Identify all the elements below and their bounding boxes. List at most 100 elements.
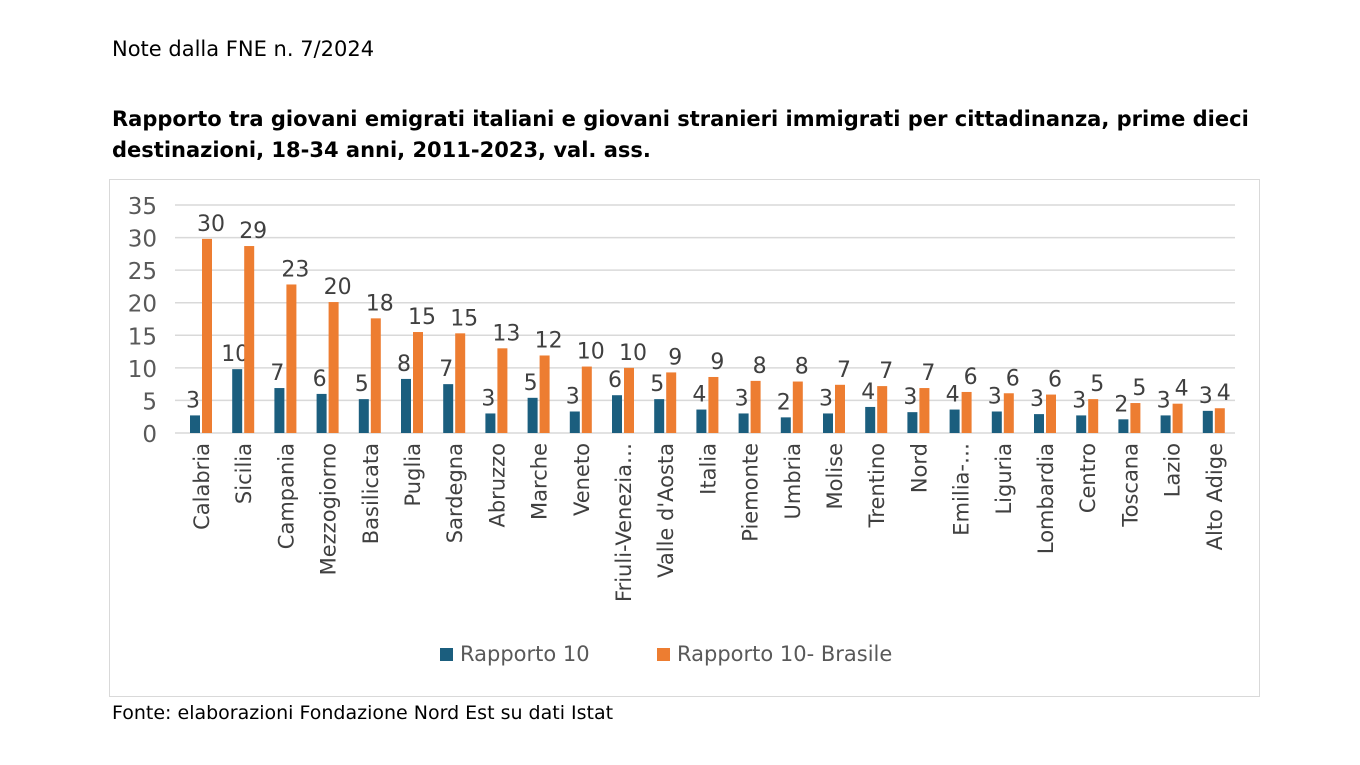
legend-swatch (657, 648, 670, 661)
bar-rapporto-10 (696, 409, 707, 433)
x-tick-label: Sicilia (232, 443, 256, 504)
bar-rapporto-10-brasile (328, 302, 339, 433)
note-header: Note dalla FNE n. 7/2024 (112, 37, 375, 61)
bar-rapporto-10 (232, 369, 243, 433)
x-tick-label: Molise (823, 443, 847, 510)
bar-rapporto-10-brasile (497, 348, 508, 433)
bar-rapporto-10-brasile (1046, 394, 1056, 433)
data-label: 9 (710, 350, 724, 375)
data-label: 7 (921, 361, 935, 386)
bar-rapporto-10-brasile (961, 391, 972, 433)
bar-rapporto-10 (991, 411, 1002, 433)
bar-rapporto-10 (949, 409, 960, 433)
bar-rapporto-10 (1034, 414, 1044, 433)
bar-rapporto-10-brasile (708, 376, 719, 433)
x-tick-label: Piemonte (739, 443, 763, 542)
data-label: 2 (777, 390, 791, 415)
bar-rapporto-10-brasile (455, 333, 466, 433)
data-label: 4 (1217, 381, 1231, 406)
data-label: 30 (197, 212, 225, 237)
data-label: 8 (795, 355, 809, 380)
x-tick-label: Nord (907, 443, 931, 493)
x-tick-label: Umbria (781, 443, 805, 520)
y-tick-label: 0 (142, 422, 157, 448)
data-label: 7 (439, 357, 453, 382)
y-tick-label: 5 (142, 389, 157, 415)
x-tick-label: Toscana (1118, 443, 1142, 528)
bar-rapporto-10 (274, 388, 285, 433)
x-tick-label: Emilia-… (950, 443, 974, 536)
y-tick-label: 25 (128, 259, 157, 285)
y-tick-label: 15 (128, 324, 157, 350)
data-label: 18 (366, 291, 394, 316)
legend-label: Rapporto 10- Brasile (677, 642, 892, 666)
x-tick-label: Calabria (190, 443, 214, 530)
y-tick-label: 20 (128, 292, 157, 318)
chart-frame (109, 179, 1260, 697)
bar-rapporto-10-brasile (413, 332, 423, 433)
x-tick-label: Marche (528, 443, 552, 520)
bar-rapporto-10 (1160, 415, 1171, 433)
data-label: 4 (692, 383, 706, 408)
bar-rapporto-10-brasile (792, 381, 803, 433)
bar-rapporto-10 (1118, 419, 1129, 433)
bar-rapporto-10 (1076, 415, 1087, 433)
x-tick-label: Trentino (865, 443, 889, 528)
x-tick-label: Sardegna (443, 443, 467, 543)
data-label: 7 (270, 361, 284, 386)
bar-rapporto-10-brasile (624, 367, 634, 433)
x-tick-label: Italia (696, 443, 720, 495)
bar-rapporto-10-brasile (750, 380, 761, 433)
bar-rapporto-10-brasile (919, 388, 930, 433)
y-tick-label: 35 (128, 194, 157, 220)
data-label: 6 (313, 367, 327, 392)
x-tick-label: Valle d'Aosta (654, 443, 678, 578)
bar-rapporto-10 (401, 378, 411, 433)
x-tick-label: Puglia (401, 443, 425, 506)
y-tick-label: 30 (128, 227, 157, 253)
data-label: 4 (861, 380, 875, 405)
data-label: 5 (1090, 372, 1104, 397)
data-label: 13 (492, 321, 520, 346)
data-label: 6 (964, 365, 978, 390)
bar-rapporto-10-brasile (877, 386, 888, 433)
data-label: 6 (1048, 368, 1062, 393)
bar-rapporto-10-brasile (539, 355, 550, 433)
bar-rapporto-10-brasile (1003, 393, 1014, 433)
data-label: 3 (1199, 384, 1213, 409)
data-label: 3 (735, 386, 749, 411)
bar-rapporto-10 (654, 399, 665, 433)
bar-rapporto-10-brasile (286, 284, 297, 433)
data-label: 3 (819, 386, 833, 411)
x-tick-label: Mezzogiorno (317, 443, 341, 575)
legend-label: Rapporto 10 (460, 642, 590, 666)
bar-rapporto-10-brasile (581, 366, 592, 433)
data-label: 2 (1114, 392, 1128, 417)
data-label: 12 (535, 328, 563, 353)
data-label: 4 (946, 383, 960, 408)
bar-rapporto-10 (823, 413, 833, 433)
data-label: 6 (608, 368, 622, 393)
data-label: 10 (577, 340, 605, 365)
data-label: 15 (408, 305, 436, 330)
data-label: 9 (668, 345, 682, 370)
source-note: Fonte: elaborazioni Fondazione Nord Est … (112, 702, 614, 724)
data-label: 5 (1132, 376, 1146, 401)
data-label: 8 (397, 352, 411, 377)
bar-rapporto-10-brasile (1130, 403, 1141, 433)
data-label: 10 (619, 341, 647, 366)
bar-rapporto-10 (612, 395, 622, 433)
data-label: 29 (239, 219, 267, 244)
x-tick-label: Veneto (570, 443, 594, 516)
data-label: 8 (753, 354, 767, 379)
y-tick-label: 10 (128, 357, 157, 383)
x-tick-label: Liguria (992, 443, 1016, 515)
bar-rapporto-10 (907, 412, 918, 433)
bar-rapporto-10 (316, 393, 327, 433)
bar-rapporto-10 (1202, 410, 1213, 433)
data-label: 23 (281, 257, 309, 282)
data-label: 5 (524, 371, 538, 396)
bar-rapporto-10 (358, 399, 369, 433)
legend-swatch (440, 648, 453, 661)
